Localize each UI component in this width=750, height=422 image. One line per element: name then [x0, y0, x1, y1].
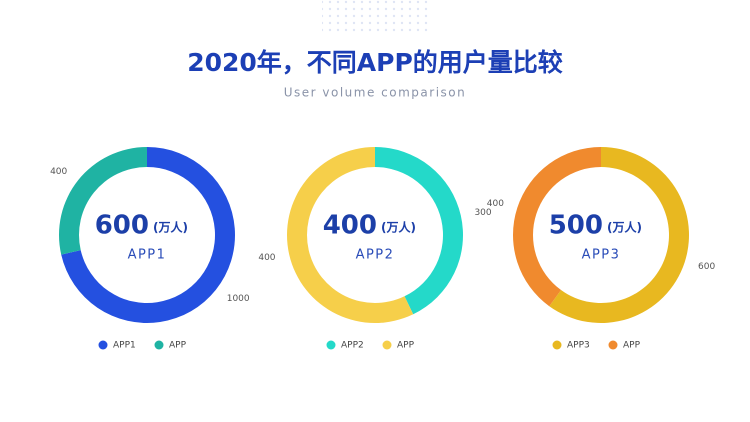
data-label: 600 [698, 262, 715, 272]
donut-segment [375, 147, 463, 315]
legend-swatch [154, 340, 164, 350]
legend-label: APP1 [113, 341, 136, 351]
center-value: 500 [549, 211, 603, 241]
legend-label: APP2 [341, 341, 364, 351]
dot-decoration [322, 0, 428, 34]
data-label: 300 [474, 208, 491, 218]
data-label: 1000 [227, 294, 250, 304]
legend-label: APP [397, 341, 415, 351]
legend-swatch [98, 340, 108, 350]
subtitle: User volume comparison [284, 86, 467, 100]
title: 2020年，不同APP的用户量比较 [187, 48, 563, 77]
center-unit: (万人) [381, 220, 416, 235]
legend-label: APP [623, 341, 641, 351]
data-label: 400 [487, 199, 504, 209]
legend-label: APP [169, 341, 187, 351]
legend-swatch [326, 340, 336, 350]
center-value: 400 [323, 211, 377, 241]
donut-segment [513, 147, 601, 307]
donut-segment [549, 147, 689, 324]
center-unit: (万人) [607, 220, 642, 235]
legend-swatch [608, 340, 618, 350]
legend-swatch [382, 340, 392, 350]
data-label: 400 [258, 253, 275, 263]
donut-segment [59, 147, 147, 255]
data-label: 400 [50, 167, 67, 177]
legend-swatch [552, 340, 562, 350]
legend-label: APP3 [567, 341, 590, 351]
center-label: APP1 [128, 248, 167, 263]
center-unit: (万人) [153, 220, 188, 235]
center-label: APP3 [582, 248, 621, 263]
center-value: 600 [95, 211, 149, 241]
center-label: APP2 [356, 248, 395, 263]
donut-segment [286, 147, 414, 323]
